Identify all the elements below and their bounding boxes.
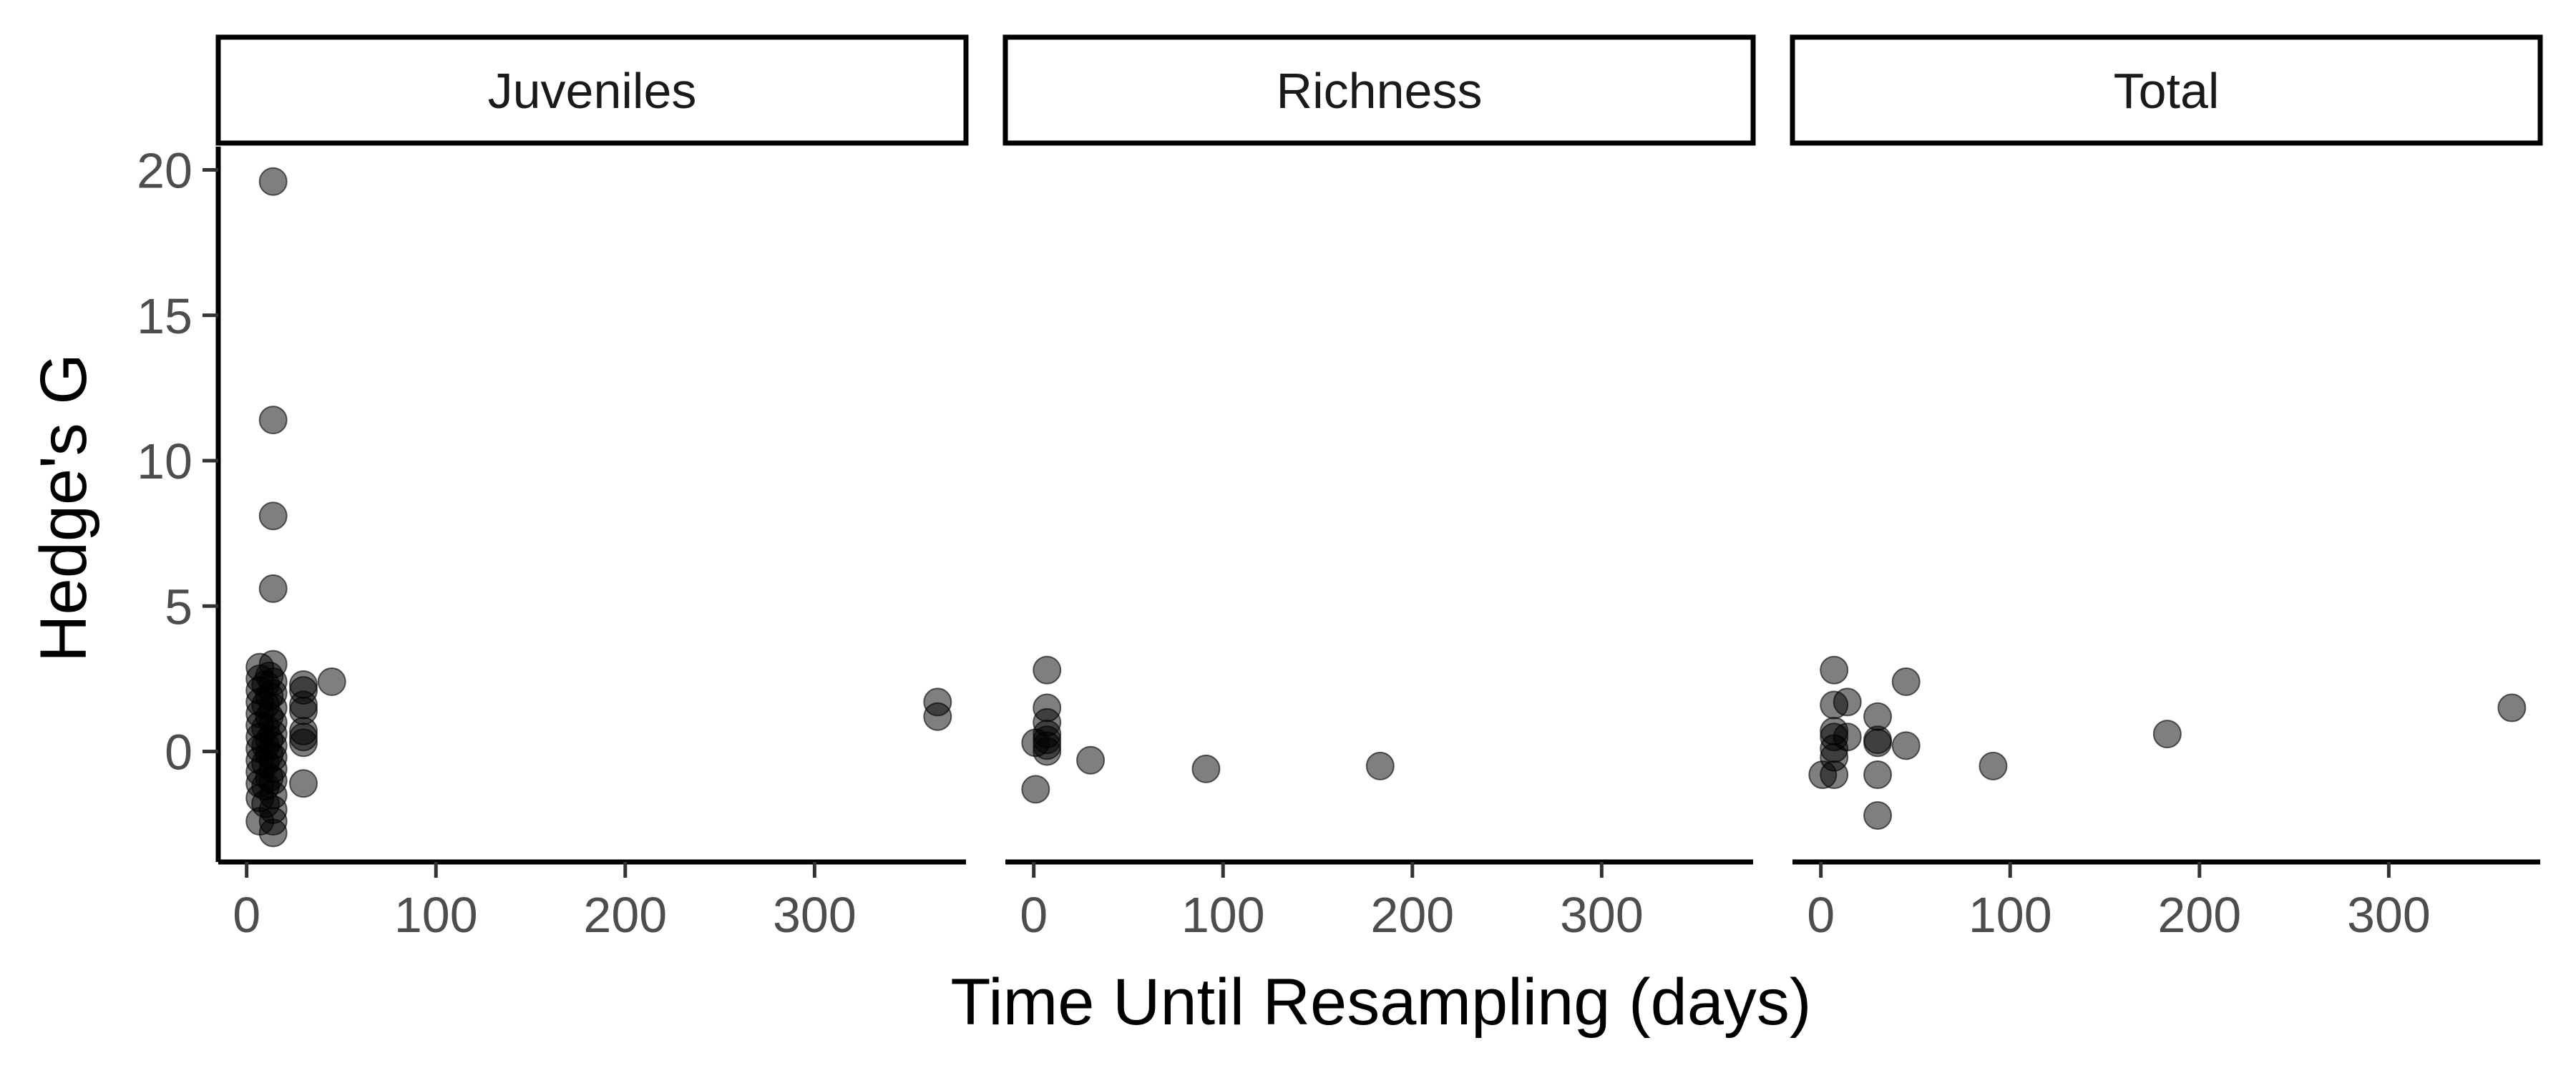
data-point (255, 763, 284, 793)
strip-label: Richness (1277, 63, 1483, 119)
strip-label: Total (2114, 63, 2220, 119)
x-tick-label: 200 (2157, 887, 2241, 943)
data-point (1365, 751, 1395, 780)
data-point (2497, 693, 2527, 722)
data-point (1021, 775, 1050, 804)
y-axis-title: Hedge's G (27, 353, 100, 662)
data-point (1863, 800, 1893, 830)
data-point (317, 667, 346, 696)
data-point (2152, 720, 2182, 749)
x-tick-label: 0 (1807, 887, 1835, 943)
data-point (1833, 722, 1862, 752)
x-tick-label: 100 (1181, 887, 1265, 943)
y-axis: 0 5 10 15 20 (137, 143, 221, 862)
strip-box (215, 34, 969, 146)
data-point (923, 702, 952, 731)
x-tick-label: 0 (233, 887, 260, 943)
x-tick-label: 200 (583, 887, 667, 943)
data-point (289, 769, 318, 798)
y-tick-label: 20 (137, 143, 192, 199)
data-point (258, 406, 288, 435)
x-tick-label: 200 (1370, 887, 1454, 943)
y-tick-label: 10 (137, 433, 192, 489)
y-tick-label: 0 (165, 725, 192, 780)
data-point (1833, 687, 1862, 717)
strip-box (1790, 34, 2543, 146)
data-point (1033, 655, 1062, 685)
data-point (258, 574, 288, 603)
x-tick-label: 300 (1560, 887, 1644, 943)
data-point (1191, 754, 1221, 783)
y-tick-label: 15 (137, 288, 192, 344)
data-point (251, 789, 280, 818)
x-tick-label: 300 (2347, 887, 2431, 943)
x-axis-title: Time Until Resampling (days) (950, 966, 1811, 1039)
data-point (258, 501, 288, 531)
data-point (1863, 760, 1893, 790)
data-point (289, 728, 318, 758)
data-point (1891, 667, 1921, 696)
data-point (1979, 751, 2008, 780)
x-tick-label: 300 (773, 887, 857, 943)
y-tick-label: 5 (165, 579, 192, 635)
x-tick-label: 0 (1020, 887, 1048, 943)
data-point (1891, 731, 1921, 760)
data-point (1076, 745, 1106, 775)
x-tick-label: 100 (1968, 887, 2052, 943)
data-point (258, 167, 288, 196)
panel-richness: Richness 0 100 200 300 (1002, 34, 1756, 943)
data-point (1863, 728, 1893, 758)
data-point (1820, 760, 1849, 790)
data-point (1820, 655, 1849, 685)
panel-juveniles: Juveniles 0 100 200 300 (215, 34, 969, 943)
panel-total: Total 0 100 200 300 (1790, 34, 2543, 943)
x-tick-label: 100 (394, 887, 478, 943)
strip-box (1002, 34, 1756, 146)
data-point (1033, 737, 1062, 766)
strip-label: Juveniles (488, 63, 697, 119)
